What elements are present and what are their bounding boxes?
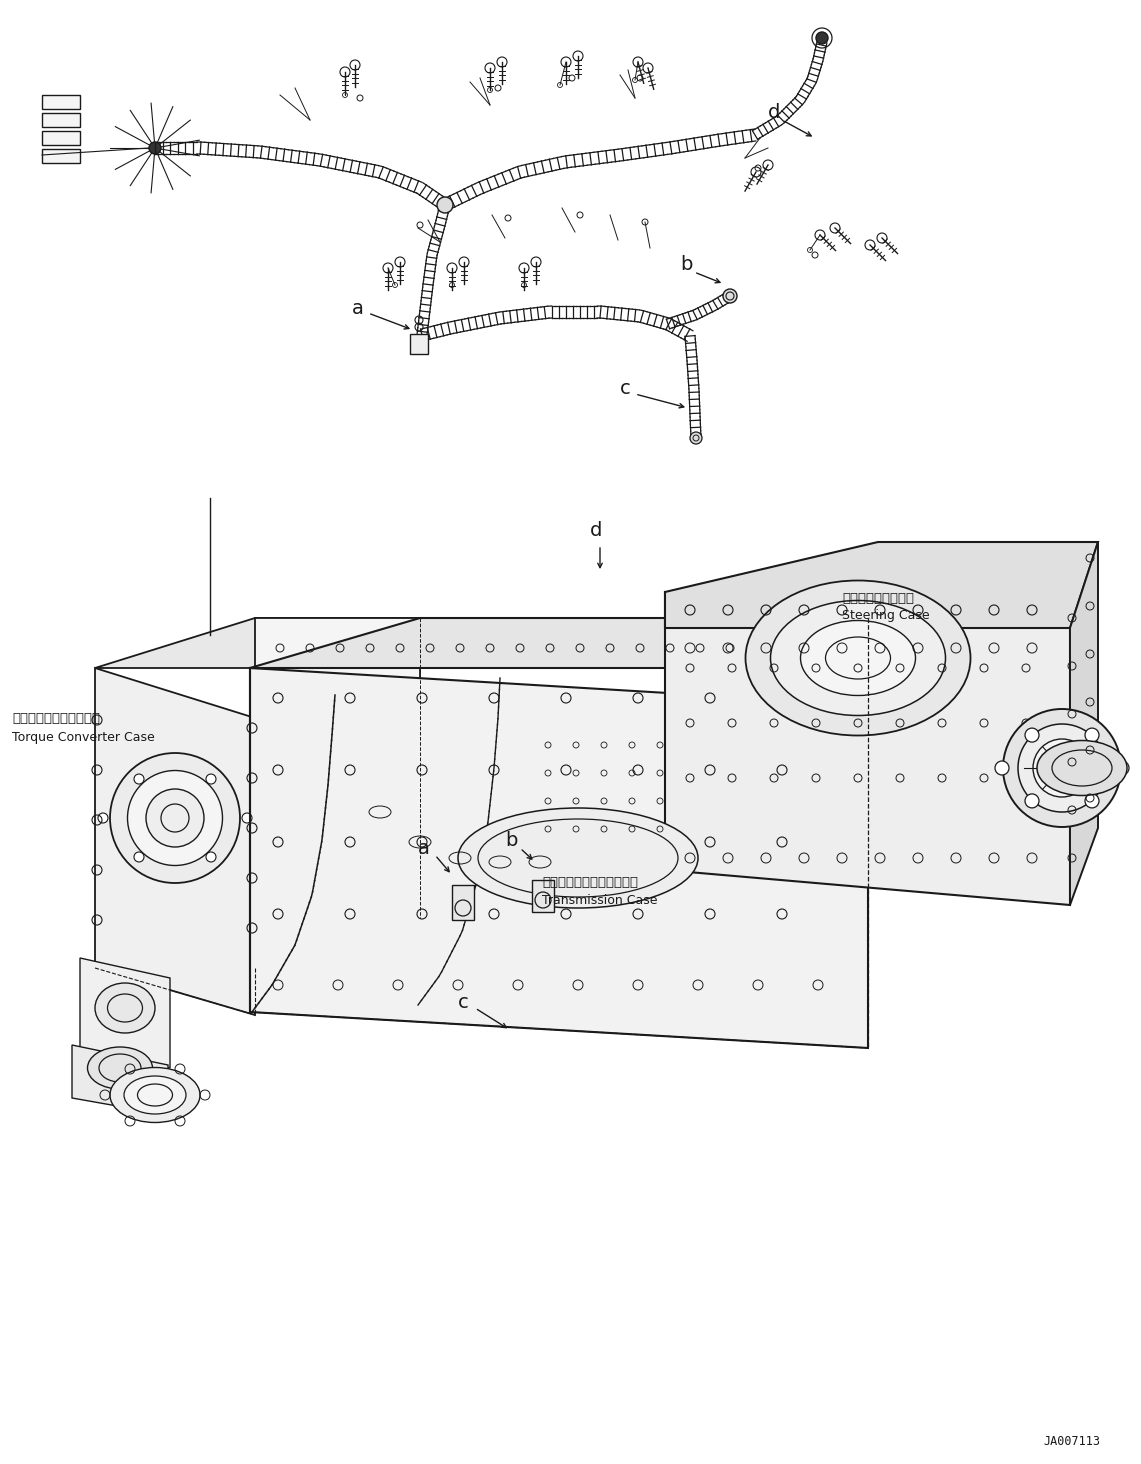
Polygon shape bbox=[665, 542, 1098, 628]
Polygon shape bbox=[1070, 542, 1098, 905]
Polygon shape bbox=[665, 591, 1070, 905]
Polygon shape bbox=[250, 668, 868, 1048]
Text: トルクコンバータケース: トルクコンバータケース bbox=[13, 712, 100, 725]
Circle shape bbox=[133, 774, 144, 785]
Bar bbox=[42, 130, 80, 145]
Circle shape bbox=[1085, 793, 1099, 808]
Polygon shape bbox=[72, 1045, 168, 1116]
Text: ステアリングケース: ステアリングケース bbox=[842, 591, 914, 605]
Ellipse shape bbox=[1018, 725, 1106, 813]
Ellipse shape bbox=[1037, 741, 1127, 795]
Text: b: b bbox=[680, 256, 693, 275]
Polygon shape bbox=[95, 618, 420, 668]
Circle shape bbox=[723, 288, 737, 303]
Ellipse shape bbox=[770, 600, 946, 716]
Text: Torque Converter Case: Torque Converter Case bbox=[13, 732, 155, 745]
Ellipse shape bbox=[745, 581, 971, 735]
Bar bbox=[42, 113, 80, 127]
Polygon shape bbox=[80, 957, 170, 1069]
Text: Transmission Case: Transmission Case bbox=[542, 893, 657, 906]
Circle shape bbox=[1115, 761, 1128, 774]
Text: c: c bbox=[620, 379, 631, 398]
Polygon shape bbox=[95, 668, 254, 1015]
Ellipse shape bbox=[801, 621, 915, 695]
Circle shape bbox=[690, 432, 702, 444]
Circle shape bbox=[1025, 728, 1039, 742]
Bar bbox=[42, 95, 80, 108]
Bar bbox=[410, 334, 428, 354]
Circle shape bbox=[207, 852, 216, 862]
Text: d: d bbox=[768, 102, 780, 122]
Bar bbox=[532, 880, 555, 912]
Polygon shape bbox=[250, 618, 868, 668]
Ellipse shape bbox=[88, 1047, 153, 1089]
Circle shape bbox=[133, 852, 144, 862]
Circle shape bbox=[995, 761, 1009, 774]
Bar bbox=[42, 149, 80, 163]
Circle shape bbox=[242, 813, 252, 823]
Circle shape bbox=[816, 32, 828, 44]
Circle shape bbox=[1085, 728, 1099, 742]
Text: d: d bbox=[590, 521, 602, 540]
Ellipse shape bbox=[1003, 709, 1120, 827]
Text: a: a bbox=[418, 839, 430, 858]
Ellipse shape bbox=[146, 789, 204, 848]
Ellipse shape bbox=[1033, 739, 1091, 796]
Text: c: c bbox=[458, 993, 469, 1012]
Ellipse shape bbox=[458, 808, 698, 908]
Text: JA007113: JA007113 bbox=[1043, 1435, 1100, 1448]
Text: b: b bbox=[505, 830, 517, 849]
Ellipse shape bbox=[95, 982, 155, 1034]
Circle shape bbox=[149, 142, 161, 154]
Ellipse shape bbox=[110, 1067, 200, 1123]
Circle shape bbox=[1025, 793, 1039, 808]
Ellipse shape bbox=[124, 1076, 186, 1114]
Circle shape bbox=[437, 198, 453, 212]
Ellipse shape bbox=[110, 752, 240, 883]
Text: トランスミッションケース: トランスミッションケース bbox=[542, 875, 638, 889]
Polygon shape bbox=[254, 618, 420, 968]
Circle shape bbox=[98, 813, 108, 823]
Text: Steering Case: Steering Case bbox=[842, 609, 930, 622]
Text: a: a bbox=[353, 299, 364, 318]
Ellipse shape bbox=[128, 770, 222, 865]
Bar bbox=[452, 886, 474, 919]
Circle shape bbox=[207, 774, 216, 785]
